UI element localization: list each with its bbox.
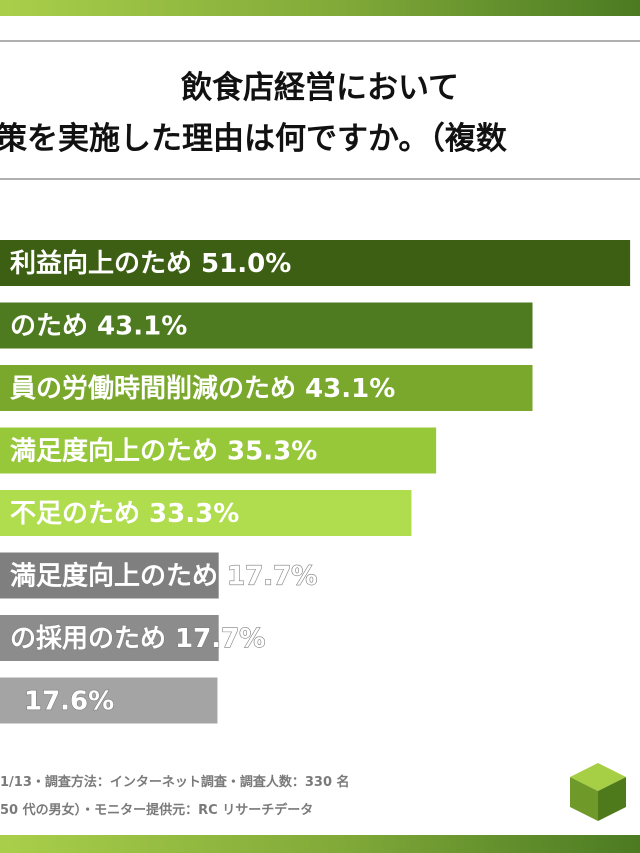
- bar-3: [0, 427, 437, 474]
- bar-label-2: 員の労働時間削減のため 43.1%: [10, 374, 395, 404]
- bar-label-1: のため 43.1%: [10, 312, 187, 342]
- bar-1: [0, 302, 533, 349]
- bar-7: [0, 677, 218, 724]
- bar-label-0: 利益向上のため 51.0%: [10, 248, 291, 279]
- bar-2: [0, 365, 533, 411]
- chart-title-line-1: 飲食店経営において: [180, 70, 460, 106]
- top-decorative-band: [0, 0, 640, 16]
- bar-label-7: 17.6%: [24, 687, 114, 717]
- bar-label-5: 満足度向上のため 17.7%: [10, 561, 317, 592]
- bottom-decorative-band: [0, 835, 640, 853]
- horizontal-bar-chart: 利益向上のため 51.0% のため 43.1% 員の労働時間削減のため 43.1% 満…: [0, 240, 631, 724]
- footer-note-line-2: 50 代の男女）・モニター提供元：RC リサーチデータ: [0, 803, 314, 818]
- title-frame: [0, 40, 640, 180]
- bar-4: [0, 490, 412, 536]
- bar-5: [0, 552, 219, 599]
- bar-label-3: 満足度向上のため 35.3%: [10, 436, 317, 467]
- footer-note-line-1: 1/13・調査方法：インターネット調査・調査人数：330 名: [0, 775, 350, 790]
- green-cube-icon: [570, 763, 626, 821]
- bar-0: [0, 240, 631, 286]
- chart-title-line-2: 策を実施した理由は何ですか。（複数: [0, 121, 507, 157]
- bar-label-4: 不足のため 33.3%: [10, 499, 239, 529]
- bar-6: [0, 615, 219, 661]
- bar-label-6: の採用のため 17.7%: [10, 624, 265, 654]
